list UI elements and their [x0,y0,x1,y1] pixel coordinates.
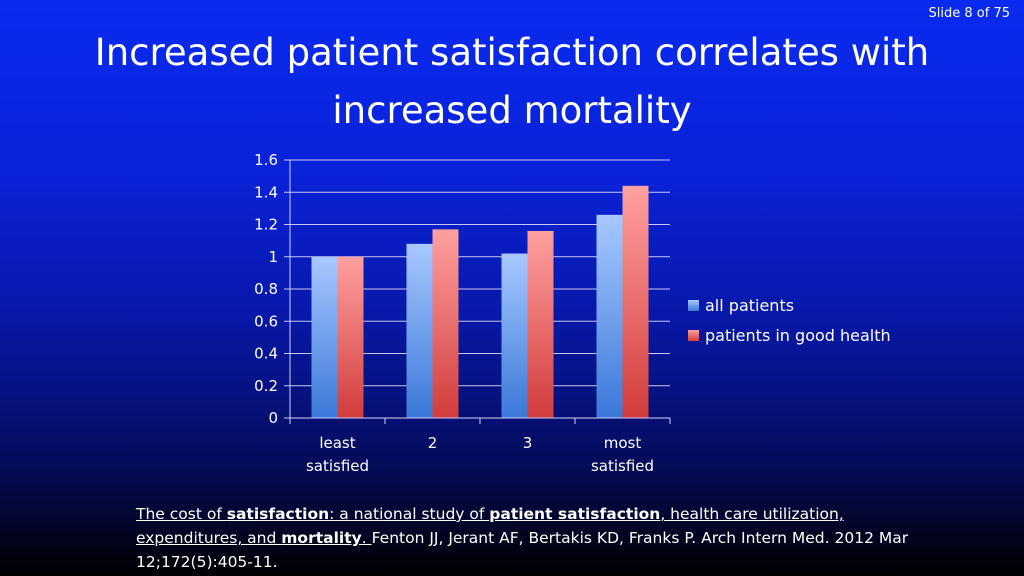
citation-authors: Fenton JJ, Jerant AF, Bertakis KD, Frank… [136,529,909,571]
y-tick-label: 0 [268,409,278,427]
slide-counter: Slide 8 of 75 [928,6,1010,21]
citation-title-bold-3: mortality [281,529,362,547]
x-tick-label: 2 [428,434,438,452]
bar-all-patients [596,214,623,418]
bar-good-health [622,185,649,418]
y-tick-label: 0.2 [254,377,278,395]
citation-title-bold-2: patient satisfaction [489,505,661,523]
bar-good-health [432,229,459,418]
y-tick-label: 1.2 [254,216,278,234]
legend-label-all-patients: all patients [705,295,795,315]
citation-title-bold-1: satisfaction [226,505,330,523]
y-axis-labels: 0 0.2 0.4 0.6 0.8 1 1.2 1.4 1.6 [254,151,278,427]
legend-swatch-good-health [688,329,699,341]
bar-good-health [527,230,554,418]
y-tick-label: 1.4 [254,183,278,201]
legend-swatch-all-patients [688,299,699,311]
title-line-2: increased mortality [332,89,692,132]
x-tick-label: most satisfied [591,434,654,475]
x-tick-label: least satisfied [306,434,369,475]
x-tick-label: 3 [523,434,533,452]
citation-title-part-1: The cost of [136,505,227,523]
y-tick-label: 0.6 [254,312,278,330]
legend-item-good-health: patients in good health [688,320,891,350]
citation-title-part-4: . [361,529,372,547]
bar-good-health [337,256,364,418]
bar-chart: 0 0.2 0.4 0.6 0.8 1 1.2 1.4 1.6 least satisfied 2 3… [254,151,671,475]
chart-legend: all patients patients in good health [688,290,891,350]
bar-all-patients [406,243,433,418]
slide-title: Increased patient satisfaction correlate… [60,24,964,140]
bars [311,185,649,418]
citation-title-part-2: : a national study of [329,505,490,523]
citation-title-part-3: , health care utilization, expenditures,… [136,505,844,547]
bar-all-patients [501,253,528,418]
legend-label-good-health: patients in good health [705,325,891,345]
y-tick-label: 0.8 [254,280,278,298]
title-line-1: Increased patient satisfaction correlate… [94,31,930,74]
legend-item-all-patients: all patients [688,290,891,320]
bar-all-patients [311,256,338,418]
x-axis-labels: least satisfied 2 3 most satisfied [306,418,671,475]
y-tick-label: 1.6 [254,151,278,169]
y-tick-label: 1 [268,248,278,266]
y-tick-label: 0.4 [254,345,278,363]
citation: The cost of satisfaction: a national stu… [136,502,926,574]
